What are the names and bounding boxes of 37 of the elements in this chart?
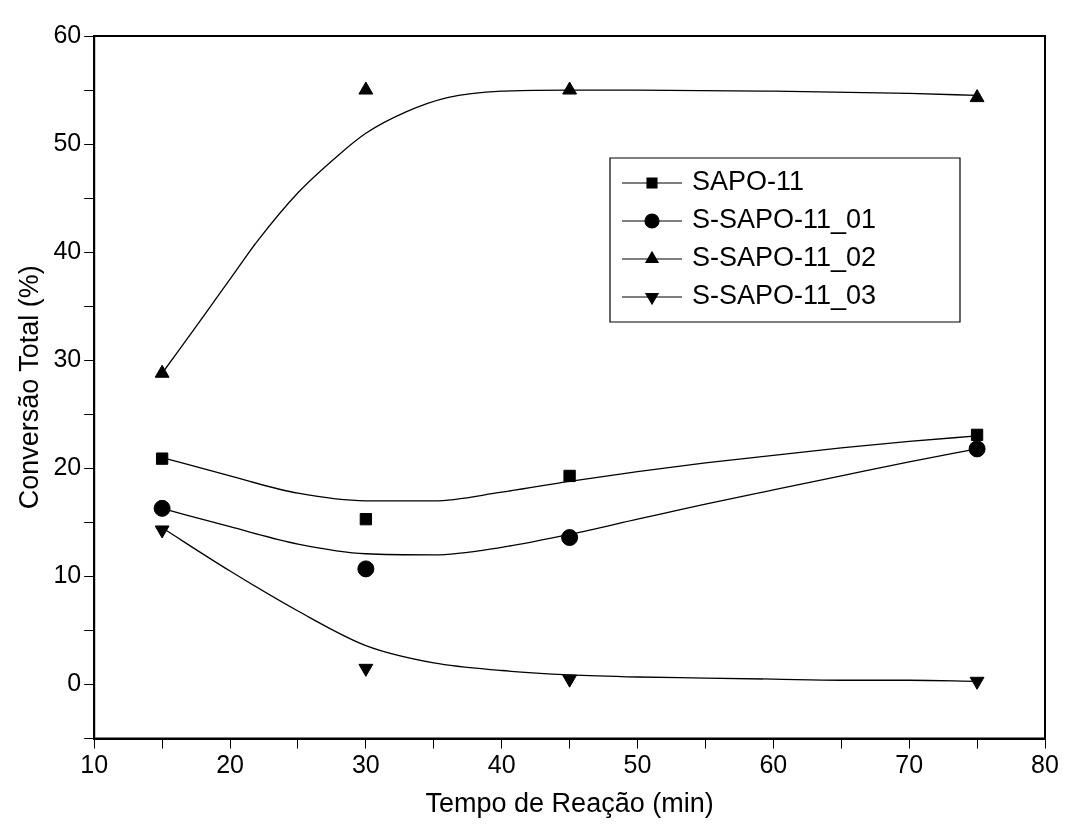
point: [357, 560, 375, 578]
point: [968, 440, 986, 458]
y-tick-label: 20: [53, 452, 82, 481]
point: [358, 81, 374, 95]
y-tick-label: 40: [53, 236, 82, 265]
point: [154, 525, 170, 539]
legend-label: SAPO-11: [692, 166, 805, 197]
x-tick-label: 60: [759, 750, 788, 779]
y-tick-label: 30: [53, 344, 82, 373]
point: [970, 428, 984, 442]
legend-label: S-SAPO-11_03: [692, 280, 877, 311]
point: [562, 674, 578, 688]
point: [155, 452, 169, 465]
y-axis-title: Conversão Total (%): [13, 265, 44, 510]
y-tick-label: 50: [53, 127, 82, 156]
x-tick-label: 50: [623, 750, 652, 779]
point: [561, 529, 579, 547]
x-tick-label: 30: [351, 750, 380, 779]
legend-label: S-SAPO-11_01: [692, 204, 877, 235]
x-tick-label: 70: [895, 750, 924, 779]
point: [969, 89, 985, 103]
point: [563, 469, 576, 483]
x-tick-label: 40: [487, 750, 516, 779]
point: [154, 364, 170, 378]
y-tick-label: 60: [53, 19, 82, 48]
point: [969, 676, 985, 690]
point: [153, 499, 171, 517]
legend-label: S-SAPO-11_02: [692, 242, 877, 273]
x-tick-label: 20: [216, 750, 244, 779]
x-tick-label: 10: [80, 750, 109, 779]
x-tick-label: 80: [1031, 750, 1059, 779]
y-tick-label: 0: [67, 668, 82, 697]
y-tick-label: 10: [53, 560, 82, 589]
point: [359, 513, 373, 526]
x-axis-title: Tempo de Reação (min): [425, 788, 714, 819]
point: [562, 81, 578, 95]
point: [358, 663, 374, 677]
